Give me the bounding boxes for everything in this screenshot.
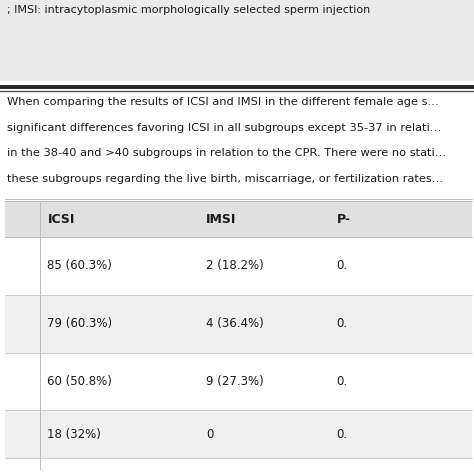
Text: in the 38-40 and >40 subgroups in relation to the CPR. There were no stati…: in the 38-40 and >40 subgroups in relati…: [7, 148, 446, 158]
Text: significant differences favoring ICSI in all subgroups except 35-37 in relati…: significant differences favoring ICSI in…: [7, 123, 441, 133]
Text: 0: 0: [206, 428, 214, 441]
Text: 0.: 0.: [337, 428, 347, 441]
Text: 2 (18.2%): 2 (18.2%): [206, 259, 264, 273]
Text: these subgroups regarding the live birth, miscarriage, or fertilization rates…: these subgroups regarding the live birth…: [7, 174, 443, 184]
Text: When comparing the results of ICSI and IMSI in the different female age s…: When comparing the results of ICSI and I…: [7, 97, 439, 107]
Text: ; IMSI: intracytoplasmic morphologically selected sperm injection: ; IMSI: intracytoplasmic morphologically…: [7, 5, 370, 15]
Text: 0.: 0.: [337, 317, 347, 330]
Text: P-: P-: [337, 213, 351, 226]
Text: 85 (60.3%): 85 (60.3%): [47, 259, 112, 273]
Text: 79 (60.3%): 79 (60.3%): [47, 317, 112, 330]
Text: 4 (36.4%): 4 (36.4%): [206, 317, 264, 330]
Bar: [5, 353, 472, 410]
Bar: [5, 201, 472, 237]
Text: 18 (32%): 18 (32%): [47, 428, 101, 441]
Bar: [5, 295, 472, 353]
Text: IMSI: IMSI: [206, 213, 237, 226]
Text: 9 (27.3%): 9 (27.3%): [206, 375, 264, 388]
Text: ICSI: ICSI: [47, 213, 75, 226]
Text: 0.: 0.: [337, 375, 347, 388]
Bar: [5, 410, 472, 458]
Text: 0.: 0.: [337, 259, 347, 273]
Bar: [0, 0, 474, 81]
Text: 60 (50.8%): 60 (50.8%): [47, 375, 112, 388]
Bar: [5, 237, 472, 295]
